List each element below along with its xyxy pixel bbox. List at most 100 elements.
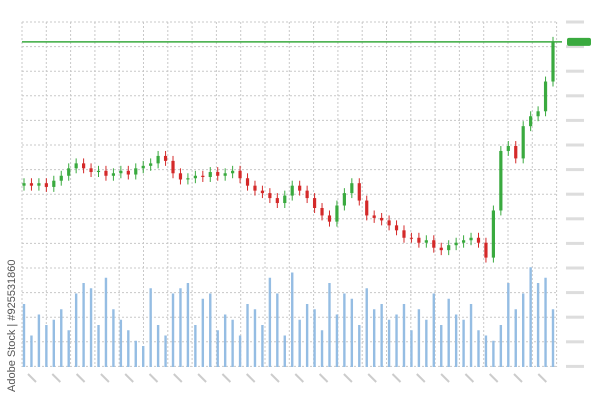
axis-label-placeholder <box>75 373 86 383</box>
level-marker <box>567 37 591 46</box>
volume-bar <box>372 309 376 367</box>
axis-label-placeholder <box>513 373 523 383</box>
candle-body <box>432 240 436 248</box>
volume-bar <box>432 293 435 367</box>
axis-label-placeholder <box>197 373 207 383</box>
volume-bar <box>186 283 190 367</box>
candle-body <box>424 240 428 243</box>
axis-label-placeholder <box>566 340 584 344</box>
candle-body <box>320 208 324 216</box>
candle-body <box>521 126 525 159</box>
volume-bar <box>305 304 309 367</box>
candle-body <box>156 155 160 164</box>
volume-bar <box>171 293 175 367</box>
volume-bar <box>253 309 257 367</box>
axis-label-placeholder <box>294 373 305 383</box>
candle-body <box>111 173 116 176</box>
volume-bar <box>291 272 294 367</box>
candle-body <box>67 168 71 176</box>
candle-body <box>476 237 481 243</box>
volume-bar <box>268 277 272 367</box>
axis-label-placeholder <box>566 69 584 73</box>
candle-body <box>491 210 495 258</box>
volume-bar <box>164 335 167 367</box>
volume-bar <box>22 304 26 367</box>
candle-body <box>499 150 503 211</box>
axis-label-placeholder <box>27 373 37 383</box>
volume-bar <box>119 319 123 367</box>
candle-body <box>536 111 540 117</box>
volume-bar <box>104 277 108 367</box>
volume-bar <box>313 309 316 367</box>
candle-body <box>149 163 153 166</box>
candle-body <box>208 172 212 177</box>
volume-bar <box>97 325 100 367</box>
axis-label-placeholder <box>537 373 548 383</box>
volume-bar <box>551 309 555 367</box>
candle-body <box>141 165 145 169</box>
candle-body <box>543 81 548 112</box>
axis-label-placeholder <box>566 45 584 49</box>
volume-bar <box>149 288 152 367</box>
candle-body <box>245 178 250 186</box>
volume-bar <box>536 283 540 367</box>
axis-label-placeholder <box>343 373 353 383</box>
candle-body <box>186 178 190 180</box>
candle-body <box>223 173 227 176</box>
candle-body <box>193 175 197 179</box>
volume-bar <box>521 293 525 367</box>
volume-bar <box>74 293 78 367</box>
volume-bar <box>499 325 503 367</box>
candle-body <box>134 168 138 175</box>
candle-body <box>96 170 101 173</box>
candle-body <box>44 183 48 187</box>
candle-body <box>74 163 78 169</box>
axis-label-placeholder <box>391 373 402 383</box>
axis-label-placeholder <box>566 241 584 245</box>
volume-bar <box>238 335 242 367</box>
volume-bar <box>320 330 324 367</box>
axis-label-placeholder <box>566 143 584 147</box>
volume-bar <box>447 298 450 367</box>
axis-label-placeholder <box>566 266 584 270</box>
candle-body <box>216 172 220 176</box>
candle-body <box>402 230 406 238</box>
candle-body <box>350 183 354 194</box>
candle-body <box>298 185 302 191</box>
candle-body <box>275 198 279 204</box>
volume-bar <box>343 293 346 367</box>
volume-bar <box>492 340 495 367</box>
candle-body <box>59 175 63 181</box>
volume-bar <box>82 283 85 367</box>
axis-label-placeholder <box>124 373 134 383</box>
volume-bar <box>283 335 286 367</box>
candle-body <box>409 237 414 239</box>
axis-label-placeholder <box>566 364 584 368</box>
volume-bar <box>477 330 480 367</box>
axis-label-placeholder <box>566 20 584 24</box>
volume-bar <box>179 288 182 367</box>
volume-bar <box>365 288 368 367</box>
axis-label-placeholder <box>318 373 329 383</box>
volume-bar <box>231 319 234 367</box>
candle-body <box>551 41 555 82</box>
axis-label-placeholder <box>464 373 475 383</box>
axis-label-placeholder <box>51 373 62 383</box>
axis-label-placeholder <box>566 118 584 122</box>
candle-body <box>52 180 56 187</box>
volume-bar <box>514 309 517 367</box>
axis-label-placeholder <box>173 373 183 383</box>
candle-body <box>268 193 272 199</box>
volume-bar <box>402 304 406 367</box>
axis-label-placeholder <box>566 168 584 172</box>
candle-body <box>29 183 34 186</box>
axis-label-placeholder <box>566 192 584 196</box>
candle-body <box>260 190 265 194</box>
volume-bar <box>112 309 115 367</box>
volume-bar <box>454 314 458 367</box>
candle-body <box>372 215 376 218</box>
volume-bar <box>440 325 443 367</box>
volume-bar <box>67 330 70 367</box>
candle-body <box>484 242 488 258</box>
axis-label-placeholder <box>488 373 499 383</box>
